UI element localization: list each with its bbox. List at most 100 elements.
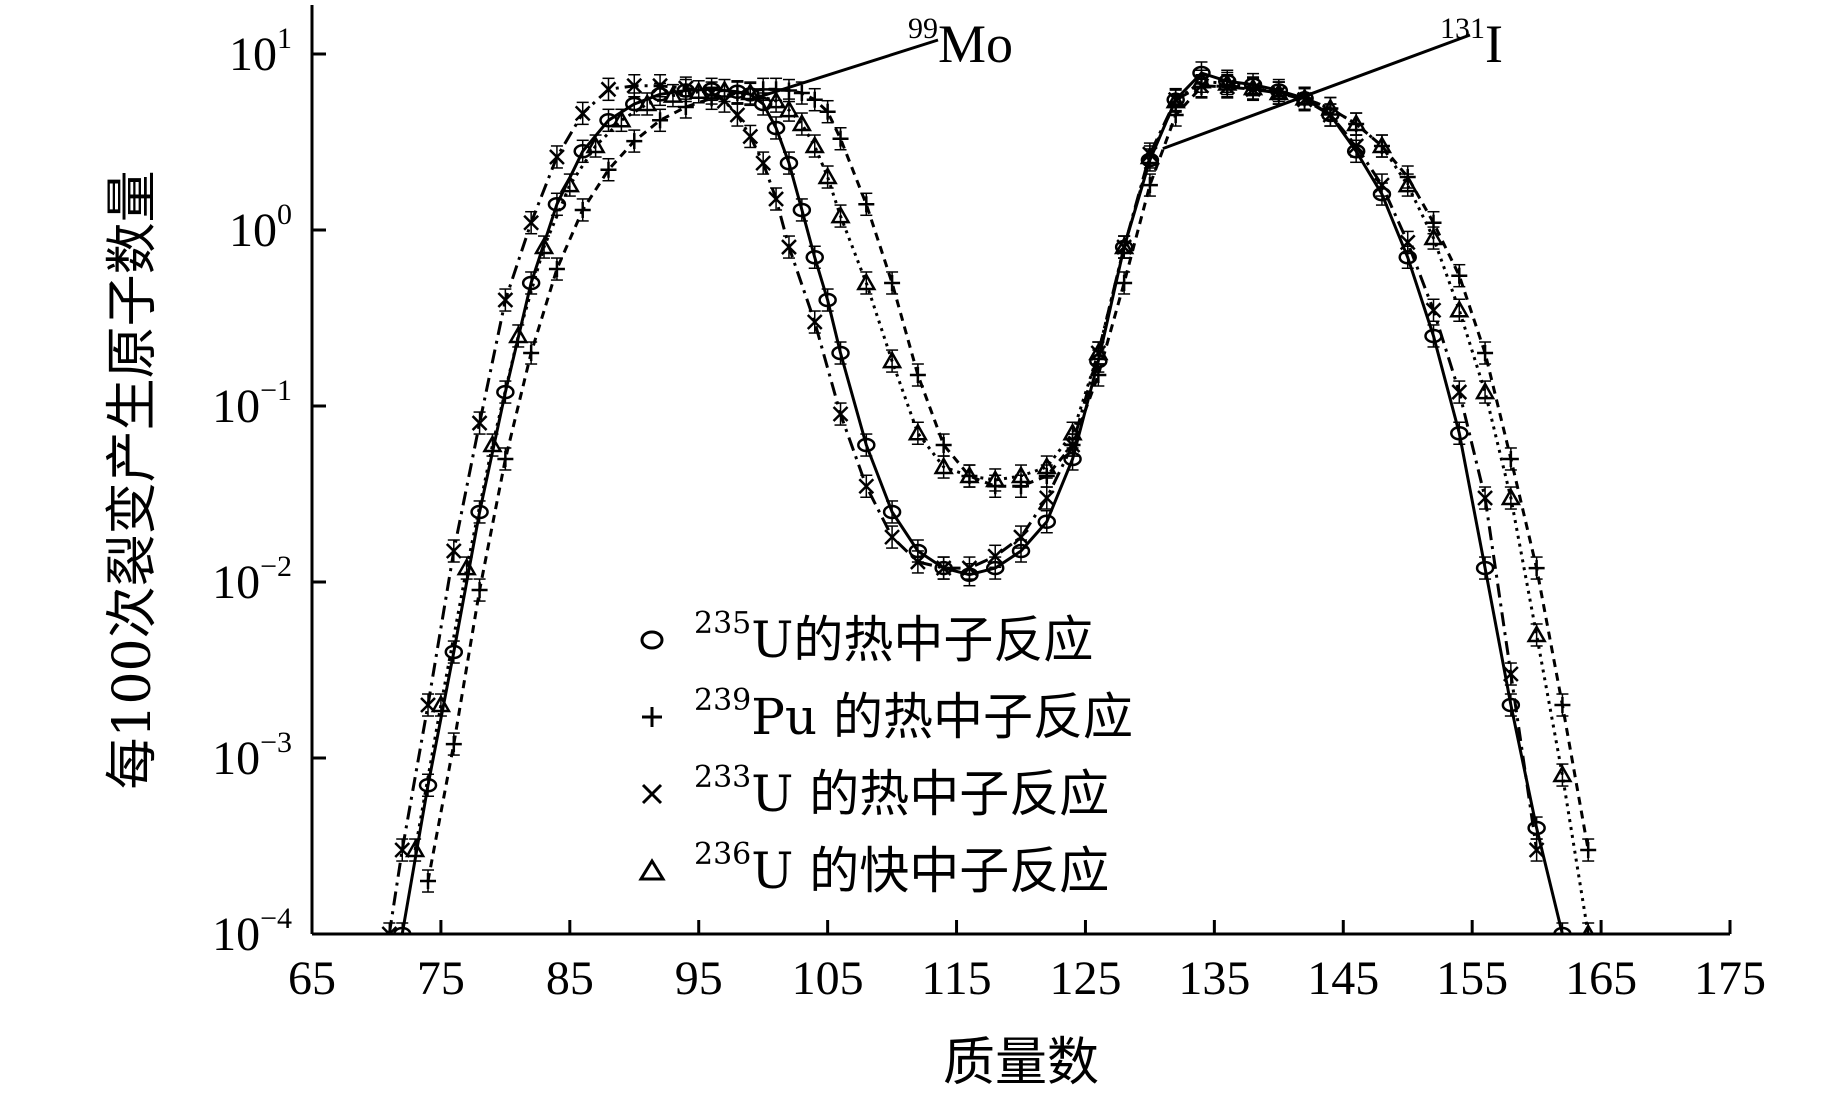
- x-tick-label: 95: [675, 952, 723, 1005]
- legend-entry-235: 235U的热中子反应: [640, 606, 1093, 669]
- y-tick-label: 10−1: [212, 374, 292, 433]
- data-point: [779, 151, 799, 175]
- x-tick-label: 165: [1565, 952, 1637, 1005]
- x-tick-label: 155: [1436, 952, 1508, 1005]
- legend-label: 235U的热中子反应: [694, 606, 1093, 669]
- data-point: [959, 464, 980, 488]
- data-point: [1554, 693, 1571, 717]
- data-point: [961, 556, 978, 580]
- x-tick-label: 135: [1178, 952, 1250, 1005]
- data-point: [881, 349, 903, 373]
- y-tick-label: 10−4: [212, 902, 292, 961]
- data-point: [831, 341, 850, 365]
- data-point: [1374, 173, 1390, 197]
- data-point: [626, 129, 643, 153]
- data-point: [1475, 556, 1495, 580]
- x-tick-label: 115: [921, 952, 991, 1005]
- legend-marker: [641, 783, 663, 805]
- data-point: [599, 108, 618, 133]
- data-point: [445, 732, 462, 756]
- data-point: [884, 525, 900, 549]
- data-point: [1580, 838, 1597, 862]
- legend: 235U的热中子反应 239Pu 的热中子反应 233U 的热中子反应 236U 的快…: [638, 606, 1133, 900]
- data-point: [420, 869, 437, 893]
- data-point: [1526, 623, 1547, 647]
- data-point: [392, 922, 412, 934]
- data-point: [1397, 173, 1418, 197]
- legend-marker: [642, 707, 662, 727]
- data-point: [856, 271, 877, 295]
- y-tick-label: 10−2: [212, 550, 292, 609]
- data-point: [1320, 96, 1341, 121]
- data-point: [1191, 69, 1212, 94]
- data-point: [884, 271, 901, 295]
- data-point: [404, 838, 426, 862]
- data-point: [1013, 525, 1029, 549]
- legend-label: 236U 的快中子反应: [694, 837, 1109, 900]
- data-point: [830, 204, 851, 228]
- data-point: [768, 187, 784, 211]
- data-point: [523, 341, 540, 365]
- data-point: [882, 500, 902, 524]
- x-tick-label: 65: [288, 952, 336, 1005]
- annotation-leader-line: [749, 38, 939, 102]
- data-point: [1552, 763, 1573, 787]
- data-point: [1477, 341, 1494, 365]
- data-point: [1113, 235, 1135, 259]
- data-point: [818, 288, 837, 312]
- data-point: [1474, 380, 1496, 404]
- data-point: [805, 245, 824, 270]
- data-point: [1165, 89, 1186, 113]
- annotations: 99Mo 131I: [749, 12, 1503, 151]
- data-point: [1139, 145, 1161, 169]
- data-point: [1451, 263, 1468, 288]
- data-point: [858, 474, 875, 498]
- data-point: [1451, 380, 1468, 404]
- data-point: [817, 165, 838, 189]
- data-point: [1116, 271, 1133, 295]
- data-point: [574, 198, 591, 222]
- legend-entry-233: 233U 的热中子反应: [641, 760, 1109, 823]
- legend-marker: [640, 630, 664, 650]
- legend-label: 233U 的热中子反应: [694, 760, 1109, 823]
- data-point: [1582, 922, 1595, 934]
- data-point: [547, 192, 567, 217]
- series-236: [404, 69, 1595, 934]
- data-point: [1036, 455, 1057, 479]
- data-point: [791, 112, 813, 136]
- data-point: [497, 288, 514, 312]
- data-point: [832, 402, 849, 426]
- data-point: [792, 198, 812, 222]
- data-point: [677, 76, 694, 100]
- annotation-i: 131I: [1162, 12, 1503, 151]
- data-point: [1217, 71, 1238, 96]
- annotation-label: 131I: [1440, 12, 1503, 74]
- data-point: [1477, 486, 1493, 510]
- data-point: [935, 433, 952, 457]
- data-point: [781, 235, 797, 259]
- x-axis-label: 质量数: [943, 1033, 1099, 1093]
- data-point: [1371, 134, 1393, 158]
- x-tick-label: 105: [792, 952, 864, 1005]
- data-point: [806, 310, 823, 334]
- data-point: [1242, 76, 1264, 100]
- data-point: [497, 447, 514, 471]
- data-point: [804, 134, 825, 158]
- x-axis-ticks: 65 75 85 95 105 115 125 135 145 155 165 175: [288, 920, 1766, 1005]
- data-point: [662, 83, 684, 108]
- data-point: [714, 78, 735, 103]
- x-marker-b: [387, 926, 398, 934]
- x-tick-label: 75: [417, 952, 465, 1005]
- data-point: [1500, 486, 1522, 510]
- series-layer: [381, 61, 1597, 934]
- legend-label: 239Pu 的热中子反应: [694, 683, 1133, 746]
- data-point: [1038, 486, 1055, 510]
- data-point: [1062, 421, 1083, 446]
- data-point: [1425, 298, 1442, 322]
- axes: [310, 5, 1730, 936]
- data-point: [548, 257, 565, 281]
- annotation-label: 99Mo: [908, 12, 1013, 74]
- data-point: [574, 101, 591, 126]
- data-point: [533, 235, 555, 259]
